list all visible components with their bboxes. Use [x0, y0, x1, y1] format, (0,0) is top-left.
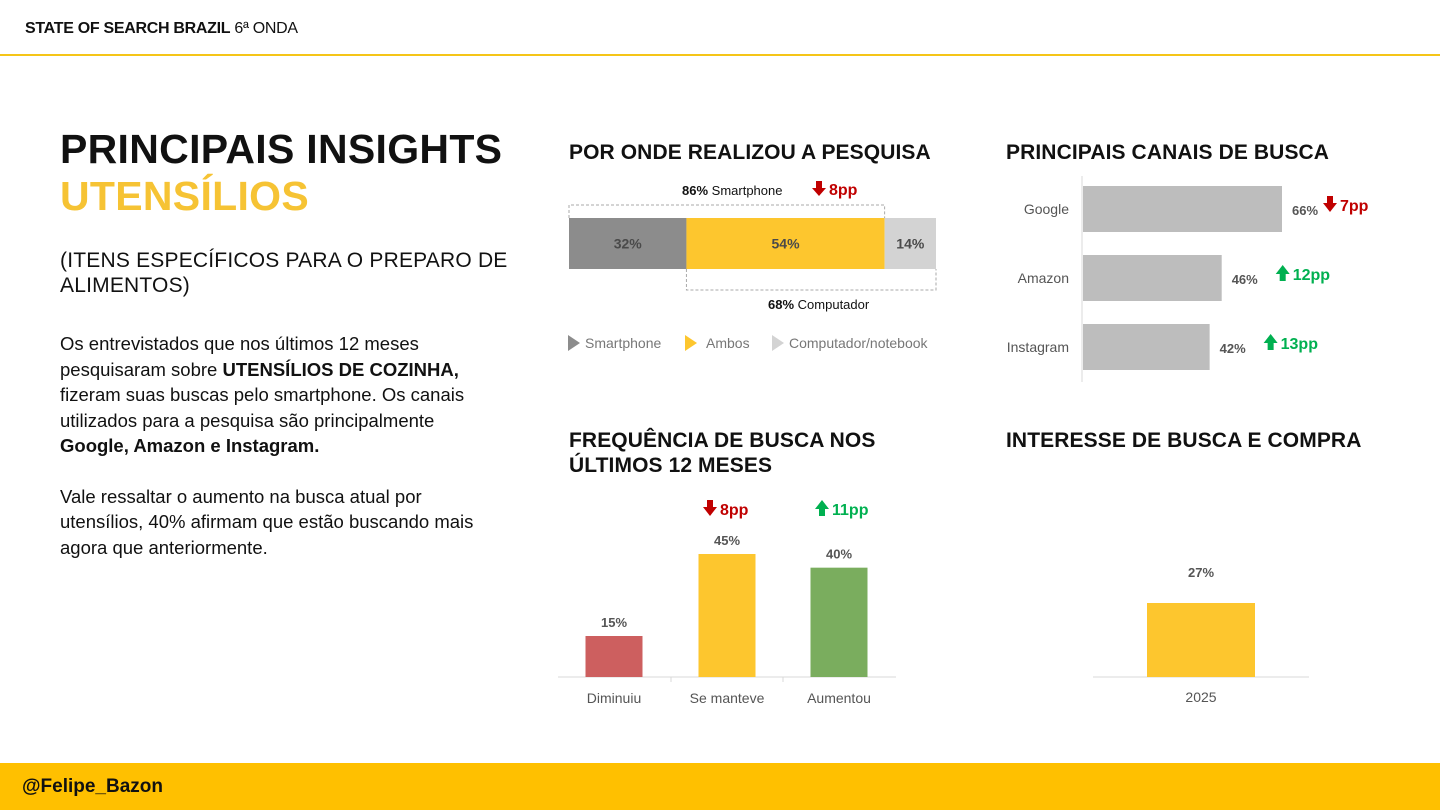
channel-row-instagram: Instagram 42% 13pp	[1007, 324, 1318, 370]
frequency-value: 40%	[826, 547, 852, 562]
device-label-smartphone: 32%	[614, 236, 643, 252]
legend-smartphone: Smartphone	[585, 335, 661, 351]
arrow-down-icon	[812, 181, 826, 196]
frequency-chart: 15% Diminuiu 45% Se manteve 8pp 40% Aume…	[558, 500, 896, 706]
arrow-up-icon	[1275, 265, 1290, 281]
computador-bracket	[685, 269, 937, 291]
legend-smartphone-icon	[568, 335, 580, 351]
channel-category: Google	[1024, 201, 1069, 217]
legend-ambos: Ambos	[706, 335, 750, 351]
smartphone-bracket	[568, 204, 886, 218]
legend-computador: Computador/notebook	[789, 335, 929, 351]
computador-annotation: 68% Computador	[768, 297, 870, 312]
frequency-category: Se manteve	[690, 690, 765, 706]
page-subtitle: (ITENS ESPECÍFICOS PARA O PREPARO DE ALI…	[60, 249, 508, 297]
smartphone-delta: 8pp	[829, 182, 858, 199]
channels-chart-title: PRINCIPAIS CANAIS DE BUSCA	[1006, 141, 1330, 164]
device-bar-ambos	[686, 218, 885, 269]
frequency-value: 45%	[714, 533, 740, 548]
frequency-bar	[698, 554, 756, 677]
arrow-down-icon	[1323, 196, 1337, 212]
channel-row-amazon: Amazon 46% 12pp	[1018, 255, 1331, 301]
interest-bar	[1147, 603, 1255, 677]
device-chart: 32% 54% 14% 86% Smartphone 8pp 68% Compu…	[568, 181, 937, 351]
channel-row-google: Google 66% 7pp	[1024, 186, 1369, 232]
frequency-delta: 11pp	[832, 502, 869, 519]
interest-chart: 27% 2025	[1093, 565, 1309, 705]
channel-value: 46%	[1232, 272, 1258, 287]
channel-category: Instagram	[1007, 339, 1069, 355]
arrow-down-icon	[703, 500, 717, 516]
channel-bar	[1083, 255, 1222, 301]
frequency-bar-diminuiu: 15% Diminuiu	[585, 615, 643, 706]
insight-paragraph-2: Vale ressaltar o aumento na busca atual …	[60, 485, 474, 558]
legend-computador-icon	[772, 335, 784, 351]
channel-category: Amazon	[1018, 270, 1069, 286]
device-chart-title: POR ONDE REALIZOU A PESQUISA	[569, 141, 931, 164]
channel-value: 42%	[1220, 341, 1246, 356]
legend-ambos-icon	[685, 335, 697, 351]
channels-chart: Google 66% 7pp Amazon 46% 12pp Instagram…	[1007, 176, 1369, 382]
frequency-bar	[810, 567, 868, 677]
insight-paragraph-1: Os entrevistados que nos últimos 12 mese…	[60, 333, 465, 456]
channel-delta: 13pp	[1281, 336, 1319, 353]
arrow-up-icon	[1263, 334, 1278, 350]
frequency-category: Diminuiu	[587, 690, 641, 706]
frequency-bar	[585, 636, 643, 677]
page-category: UTENSÍLIOS	[60, 173, 310, 219]
footer-bar: @Felipe_Bazon	[0, 763, 1440, 810]
header-title: STATE OF SEARCH BRAZIL 6ª ONDA	[25, 20, 298, 37]
device-label-computador: 14%	[896, 236, 925, 252]
insights-text: Os entrevistados que nos últimos 12 mese…	[60, 331, 490, 585]
interest-category: 2025	[1185, 689, 1216, 705]
arrow-up-icon	[815, 500, 829, 516]
channel-bar	[1083, 324, 1210, 370]
device-bar-computador	[884, 218, 936, 269]
smartphone-annotation: 86% Smartphone	[682, 183, 782, 198]
frequency-category: Aumentou	[807, 690, 871, 706]
frequency-bar-se-manteve: 45% Se manteve 8pp	[690, 500, 765, 706]
page-title: PRINCIPAIS INSIGHTS	[60, 126, 503, 172]
frequency-value: 15%	[601, 615, 627, 630]
author-handle: @Felipe_Bazon	[22, 776, 163, 797]
frequency-delta: 8pp	[720, 502, 749, 519]
channel-value: 66%	[1292, 203, 1318, 218]
frequency-chart-title: FREQUÊNCIA DE BUSCA NOS ÚLTIMOS 12 MESES	[569, 429, 876, 477]
device-bar-smartphone	[569, 218, 687, 269]
interest-bar-2025: 27% 2025	[1147, 565, 1255, 705]
interest-value: 27%	[1188, 565, 1214, 580]
device-label-ambos: 54%	[772, 236, 801, 252]
top-header: STATE OF SEARCH BRAZIL 6ª ONDA	[0, 0, 1440, 56]
channel-delta: 7pp	[1340, 198, 1369, 215]
interest-chart-title: INTERESSE DE BUSCA E COMPRA	[1006, 429, 1362, 452]
frequency-bar-aumentou: 40% Aumentou 11pp	[807, 500, 871, 706]
channel-delta: 12pp	[1293, 267, 1331, 284]
channel-bar	[1083, 186, 1282, 232]
